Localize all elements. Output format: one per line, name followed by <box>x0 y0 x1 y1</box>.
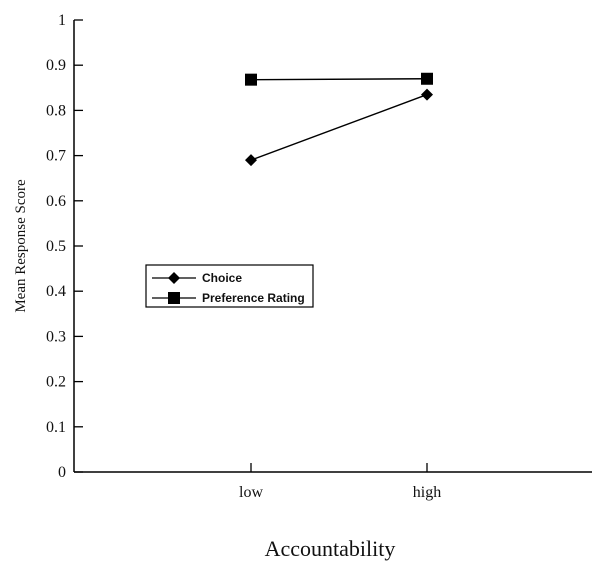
x-tick-label: high <box>413 484 441 501</box>
y-tick-label: 0.3 <box>46 328 66 345</box>
y-tick-label: 0.7 <box>46 148 66 165</box>
y-axis-title: Mean Response Score <box>13 179 29 313</box>
data-point-square <box>421 72 433 85</box>
legend-marker-choice <box>168 272 180 284</box>
y-tick-label: 0.5 <box>46 238 66 255</box>
y-tick-label: 0.9 <box>46 57 66 74</box>
y-tick-label: 0.4 <box>46 283 66 300</box>
data-point-diamond <box>421 88 433 101</box>
legend-label-choice: Choice <box>202 271 242 285</box>
data-point-diamond <box>245 154 257 167</box>
x-axis-title: Accountability <box>265 536 396 561</box>
legend-marker-preference <box>168 292 180 304</box>
x-tick-label: low <box>239 484 263 501</box>
y-ticks: 0 0.1 0.2 0.3 0.4 0.5 0.6 0.7 0.8 0.9 1 <box>46 12 83 481</box>
y-tick-label: 1 <box>58 12 66 29</box>
legend-label-preference: Preference Rating <box>202 291 305 305</box>
series-line-0 <box>250 93 428 161</box>
x-ticks: low high <box>239 463 441 501</box>
legend: Choice Preference Rating <box>145 264 314 308</box>
y-tick-label: 0.2 <box>46 374 66 391</box>
data-point-square <box>245 73 257 86</box>
y-tick-label: 0 <box>58 464 66 481</box>
y-tick-label: 0.1 <box>46 419 66 436</box>
y-tick-label: 0.8 <box>46 102 66 119</box>
y-tick-label: 0.6 <box>46 193 66 210</box>
series-layer <box>245 72 433 167</box>
series-line-1 <box>250 78 428 81</box>
legend-item-preference: Preference Rating <box>152 291 305 305</box>
legend-item-choice: Choice <box>152 271 242 285</box>
